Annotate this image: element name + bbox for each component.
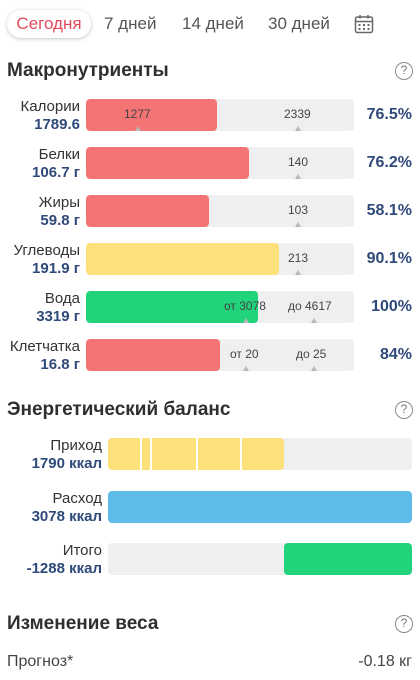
energy-label: Расход 3078 ккал — [0, 490, 102, 526]
macro-value: 16.8 г — [40, 356, 80, 373]
energy-label: Итого -1288 ккал — [0, 542, 102, 578]
macro-name: Калории — [20, 98, 80, 115]
macro-label: Клетчатка 16.8 г — [0, 338, 80, 374]
macro-bar: от 20 до 25 — [86, 339, 354, 371]
energy-value: 3078 ккал — [31, 508, 102, 525]
target-tick — [243, 366, 249, 371]
macro-percent: 100% — [371, 298, 412, 315]
energy-bar-fill — [108, 491, 412, 523]
macro-bar-fill — [86, 339, 220, 371]
meal-divider — [150, 438, 152, 470]
calendar-icon[interactable] — [354, 14, 374, 34]
macro-bar: 140 — [86, 147, 354, 179]
target-marker: 140 — [288, 155, 309, 169]
tab-today[interactable]: Сегодня — [7, 10, 91, 38]
target-marker: до 4617 — [288, 299, 332, 313]
forecast-value: -0.18 кг — [358, 653, 412, 670]
macro-label: Углеводы 191.9 г — [0, 242, 80, 278]
meal-divider — [196, 438, 198, 470]
energy-value: -1288 ккал — [26, 560, 102, 577]
target-marker: 213 — [288, 251, 309, 265]
macro-percent: 58.1% — [366, 202, 412, 219]
energy-bar-fill — [284, 543, 412, 575]
energy-name: Приход — [50, 437, 102, 454]
macros-title: Макронутриенты — [7, 60, 169, 81]
macro-percent: 84% — [379, 346, 412, 363]
macro-value: 1789.6 — [34, 116, 80, 133]
macro-name: Белки — [38, 146, 80, 163]
target-tick — [311, 366, 317, 371]
macro-bar-fill — [86, 99, 217, 131]
tab-14-days[interactable]: 14 дней — [182, 14, 244, 33]
energy-bar — [108, 543, 412, 575]
macro-bar-fill — [86, 291, 258, 323]
macro-label: Калории 1789.6 — [0, 98, 80, 134]
target-marker: 1277 — [124, 107, 151, 121]
target-marker: от 20 — [230, 347, 259, 361]
macro-label: Белки 106.7 г — [0, 146, 80, 182]
energy-name: Расход — [52, 490, 102, 507]
macro-bar-fill — [86, 147, 249, 179]
tab-30-days[interactable]: 30 дней — [268, 14, 330, 33]
energy-title: Энергетический баланс — [7, 399, 231, 420]
target-tick — [243, 318, 249, 323]
macro-percent: 90.1% — [366, 250, 412, 267]
macro-percent: 76.5% — [366, 106, 412, 123]
macro-value: 106.7 г — [32, 164, 80, 181]
macro-bar: 213 — [86, 243, 354, 275]
target-tick — [295, 222, 301, 227]
macro-bar-fill — [86, 195, 209, 227]
target-marker: от 3078 — [224, 299, 266, 313]
macro-bar: 1277 2339 — [86, 99, 354, 131]
macro-label: Жиры 59.8 г — [0, 194, 80, 230]
weight-title: Изменение веса — [7, 613, 159, 634]
energy-name: Итого — [62, 542, 102, 559]
tab-7-days[interactable]: 7 дней — [104, 14, 157, 33]
energy-help-icon[interactable]: ? — [395, 401, 413, 419]
macro-bar-fill — [86, 243, 279, 275]
macro-bar: от 3078 до 4617 — [86, 291, 354, 323]
macro-name: Вода — [44, 290, 80, 307]
period-tabs: Сегодня 7 дней 14 дней 30 дней — [0, 0, 420, 48]
macro-bar: 103 — [86, 195, 354, 227]
energy-bar — [108, 438, 412, 470]
target-tick — [295, 270, 301, 275]
meal-divider — [240, 438, 242, 470]
weight-help-icon[interactable]: ? — [395, 615, 413, 633]
macro-value: 191.9 г — [32, 260, 80, 277]
macro-name: Клетчатка — [9, 338, 80, 355]
macro-name: Углеводы — [13, 242, 80, 259]
macro-percent: 76.2% — [366, 154, 412, 171]
target-tick — [295, 126, 301, 131]
energy-bar — [108, 491, 412, 523]
target-tick — [311, 318, 317, 323]
target-tick — [295, 174, 301, 179]
energy-label: Приход 1790 ккал — [0, 437, 102, 473]
energy-value: 1790 ккал — [31, 455, 102, 472]
macro-value: 59.8 г — [40, 212, 80, 229]
target-marker: 103 — [288, 203, 309, 217]
forecast-label: Прогноз* — [7, 653, 74, 670]
target-marker: 2339 — [284, 107, 311, 121]
macros-help-icon[interactable]: ? — [395, 62, 413, 80]
target-tick — [135, 126, 141, 131]
macro-label: Вода 3319 г — [0, 290, 80, 326]
target-marker: до 25 — [296, 347, 327, 361]
macro-name: Жиры — [38, 194, 80, 211]
meal-divider — [140, 438, 142, 470]
macro-value: 3319 г — [36, 308, 80, 325]
